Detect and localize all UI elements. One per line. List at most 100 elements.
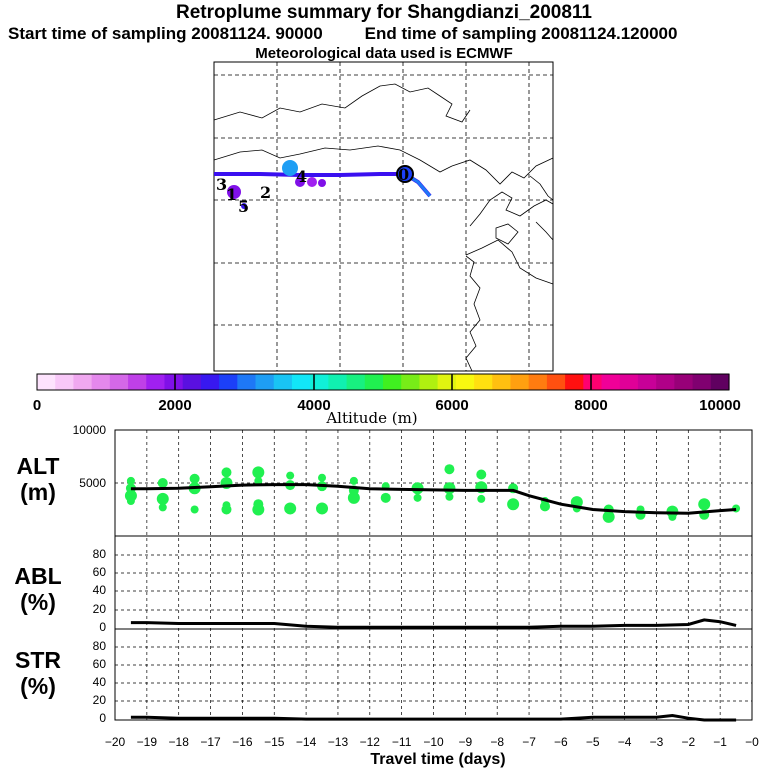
met-data-label: Meteorological data used is ECMWF: [255, 45, 513, 62]
colorbar-swatch: [37, 374, 56, 390]
map-label: 1: [226, 185, 237, 204]
colorbar-swatch: [291, 374, 311, 390]
x-tick: −20: [105, 735, 126, 749]
map-point: [241, 203, 247, 209]
abl-tick: 0: [99, 620, 106, 634]
colorbar-tick: 4000: [297, 397, 330, 414]
alt-point: [476, 469, 487, 480]
colorbar-swatch: [310, 374, 329, 390]
colorbar-swatch: [364, 374, 384, 390]
start-sampling: Start time of sampling 20081124. 90000: [8, 24, 323, 43]
colorbar-swatch: [91, 374, 111, 390]
alt-point: [698, 498, 711, 511]
alt-point: [507, 498, 520, 511]
alt-point: [126, 497, 135, 506]
alt-point: [445, 492, 454, 501]
panel-gridlines: [115, 430, 752, 720]
x-tick: −19: [137, 735, 158, 749]
abl-tick: 40: [93, 583, 107, 597]
alt-point: [156, 492, 169, 505]
colorbar-swatch: [692, 374, 712, 390]
y-tick-labels: 10000 5000 80 60 40 20 0 80 60 40 20 0: [73, 423, 107, 725]
x-tick: −3: [650, 735, 664, 749]
x-tick: −10: [423, 735, 444, 749]
colorbar-swatch: [346, 374, 366, 390]
alt-point: [444, 464, 455, 475]
colorbar-swatch: [637, 374, 657, 390]
colorbar-swatch: [656, 374, 675, 390]
map-graticule: [214, 62, 553, 371]
alt-point: [477, 494, 486, 503]
colorbar-swatch: [565, 374, 584, 390]
colorbar-tick: 8000: [574, 397, 607, 414]
str-label: STR: [15, 647, 61, 673]
colorbar-tick: 6000: [435, 397, 468, 414]
map-coastlines: [213, 83, 554, 372]
map-markers: [227, 160, 414, 209]
x-tick: −14: [296, 735, 317, 749]
colorbar-swatch: [401, 374, 421, 390]
alt-point: [252, 503, 265, 516]
alt-point: [157, 478, 168, 488]
map-point: [227, 185, 241, 199]
map-label: 4: [296, 167, 307, 186]
colorbar-swatch: [55, 374, 75, 390]
alt-point: [668, 512, 677, 521]
colorbar-swatch: [601, 374, 621, 390]
alt-point: [602, 510, 615, 523]
alt-tick: 5000: [79, 476, 106, 490]
x-tick: −13: [328, 735, 349, 749]
x-tick: −2: [681, 735, 695, 749]
map-label: 3: [216, 175, 227, 194]
map-point: [307, 177, 317, 187]
alt-point: [284, 502, 297, 515]
str-tick: 20: [93, 693, 107, 707]
map-labels: 3 4 5 2 1 0: [216, 165, 409, 216]
x-tick-labels: −20 −19 −18 −17 −16 −15 −14 −13 −12 −11 −10 −9 −8 −7 −…: [105, 735, 759, 749]
x-tick: −0: [745, 735, 759, 749]
x-tick: −16: [232, 735, 253, 749]
colorbar-frame: [36, 373, 730, 391]
colorbar-swatch: [200, 374, 220, 390]
colorbar-swatch: [328, 374, 348, 390]
alt-point: [347, 491, 360, 504]
colorbar-tick: 10000: [699, 397, 741, 414]
alt-point: [252, 466, 265, 479]
x-tick: −9: [459, 735, 473, 749]
alt-label: ALT: [16, 453, 59, 479]
x-tick: −15: [264, 735, 285, 749]
alt-point: [158, 503, 167, 512]
colorbar-swatch: [583, 374, 603, 390]
end-sampling: End time of sampling 20081124.120000: [364, 24, 678, 43]
x-tick: −8: [490, 735, 504, 749]
colorbar-swatch: [219, 374, 238, 390]
colorbar-label: Altitude (m): [325, 409, 417, 427]
alt-cluster-points: [124, 464, 741, 523]
colorbar-swatch: [128, 374, 147, 390]
colorbar-swatch: [164, 374, 184, 390]
map-label: 5: [238, 197, 249, 216]
alt-point: [221, 504, 232, 515]
colorbar-swatch: [546, 374, 566, 390]
colorbar-swatch: [182, 374, 202, 390]
colorbar-swatch: [383, 374, 402, 390]
colorbar-swatch: [73, 374, 93, 390]
map-point: [282, 160, 298, 176]
alt-point: [221, 467, 232, 478]
alt-point: [126, 476, 135, 485]
colorbar-tick: 0: [33, 397, 41, 414]
map: 3 4 5 2 1 0: [213, 61, 554, 372]
colorbar-swatch: [109, 374, 129, 390]
abl-tick: 20: [93, 602, 107, 616]
abl-unit: (%): [20, 589, 56, 615]
alt-point: [190, 505, 199, 514]
colorbar-tick: 2000: [158, 397, 191, 414]
alt-mean-line: [130, 483, 737, 515]
abl-label: ABL: [14, 563, 61, 589]
x-tick: −4: [618, 735, 632, 749]
alt-point: [380, 492, 391, 503]
x-tick: −17: [200, 735, 221, 749]
x-tick: −1: [713, 735, 727, 749]
map-label: 2: [260, 183, 271, 202]
